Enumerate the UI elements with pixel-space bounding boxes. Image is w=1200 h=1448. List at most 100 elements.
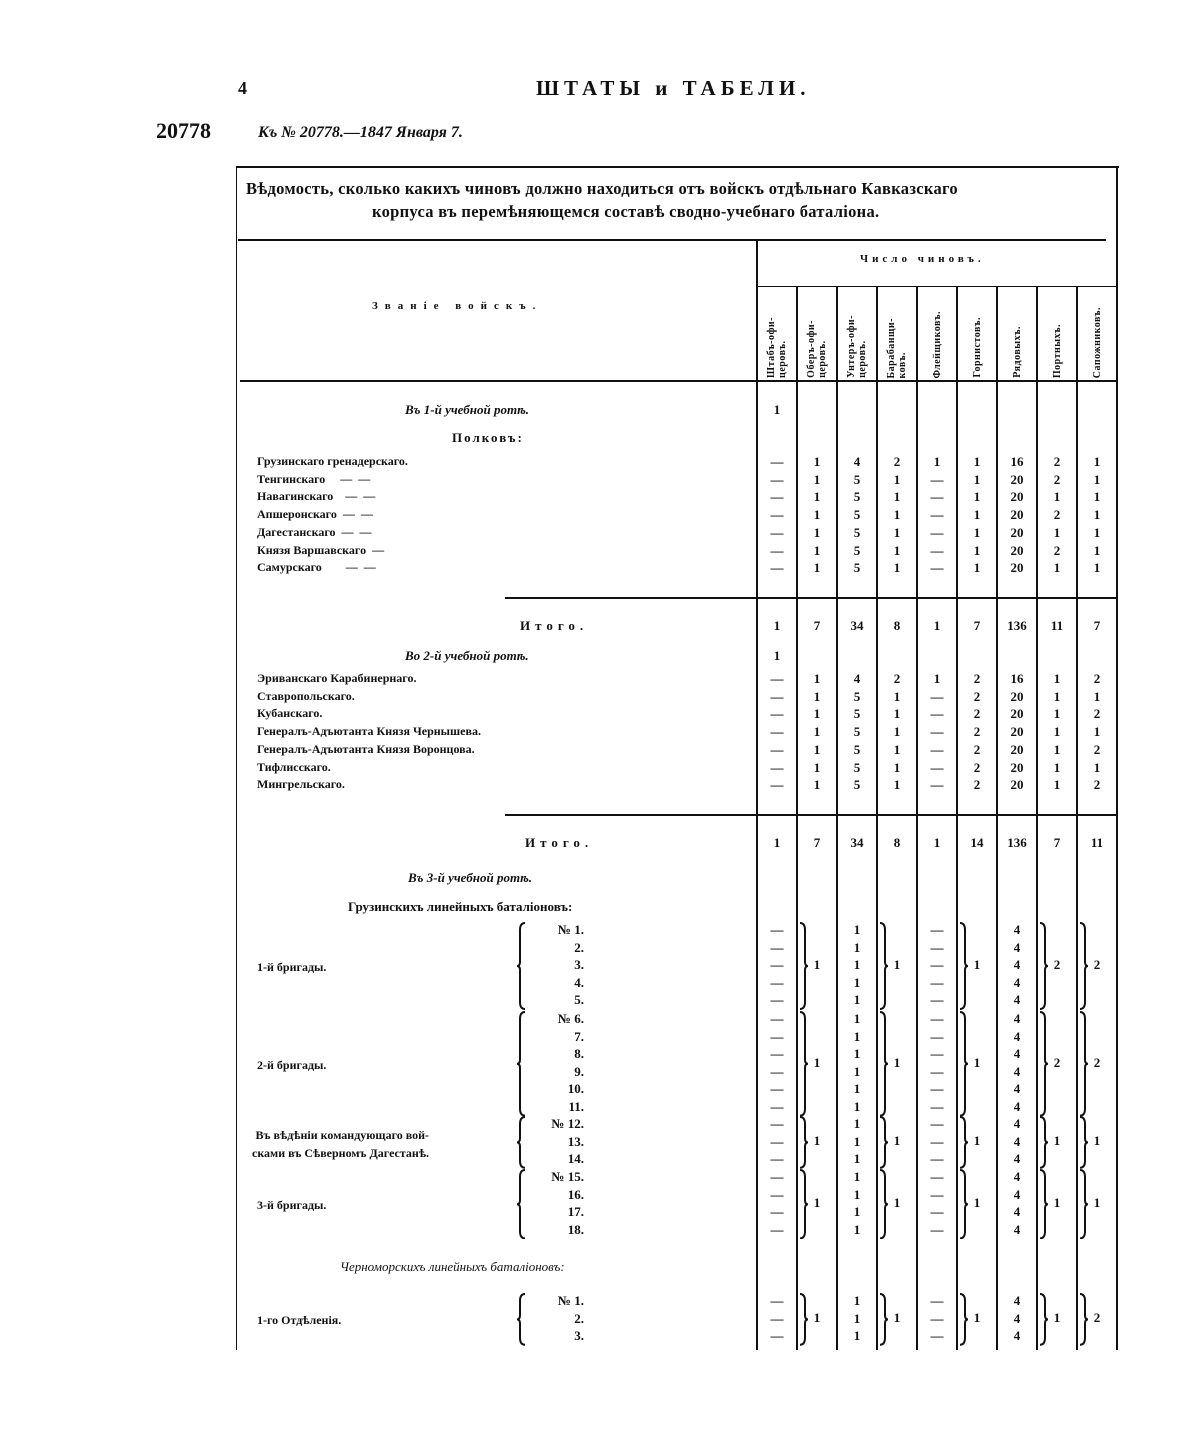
table-cell: 1: [893, 524, 901, 540]
total-cell: 1: [773, 618, 781, 633]
table-cell: 5: [853, 524, 861, 540]
table-cell: 1: [893, 741, 901, 757]
battalion-number: 18.: [567, 1221, 584, 1237]
row-name: Грузинскаго гренадерскаго.: [257, 454, 408, 468]
battalion-number: № 1.: [557, 922, 584, 937]
left-brace-icon: [516, 1169, 526, 1240]
left-brace-icon: [516, 1011, 526, 1117]
table-cell: —: [930, 688, 944, 704]
table-cell: —: [770, 706, 784, 722]
table-cell: 5: [853, 507, 861, 523]
row-name: Мингрельскаго.: [257, 777, 345, 792]
table-cell: 4: [1013, 1099, 1021, 1114]
table-cell: 1: [853, 1081, 861, 1097]
table-cell: —: [770, 560, 784, 576]
row-name: Ставропольскаго.: [257, 688, 355, 703]
table-cell: 1: [973, 489, 981, 505]
table-cell: —: [930, 1133, 944, 1149]
table-cell: 1: [1053, 489, 1061, 505]
column-divider: [836, 287, 838, 1350]
table-cell: 1: [933, 671, 941, 686]
right-brace-icon: [1079, 922, 1089, 1010]
total-cell: 1: [933, 835, 941, 850]
table-cell: 4: [853, 454, 861, 469]
row-name: Навагинскаго — —: [257, 489, 376, 504]
table-cell: 1: [853, 1186, 861, 1202]
column-divider: [796, 287, 798, 1350]
table-cell: —: [930, 560, 944, 576]
right-brace-icon: [799, 1293, 809, 1346]
column-header-label: Штабъ-офи- церовъ.: [766, 317, 788, 378]
right-brace-icon: [1079, 1293, 1089, 1346]
table-cell: —: [930, 724, 944, 740]
right-brace-icon: [879, 1293, 889, 1346]
table-cell: 1: [973, 507, 981, 523]
table-cell: 1: [1093, 688, 1101, 704]
grouped-cell: 2: [1093, 957, 1101, 972]
table-cell: —: [770, 1028, 784, 1044]
table-cell: 1: [893, 706, 901, 722]
table-cell: —: [770, 992, 784, 1008]
table-cell: 1: [813, 489, 821, 505]
table-cell: —: [930, 471, 944, 487]
table-cell: —: [930, 1011, 944, 1026]
table-cell: —: [770, 524, 784, 540]
table-cell: —: [770, 724, 784, 740]
grouped-cell: 1: [1053, 1133, 1061, 1149]
battalion-number: 14.: [567, 1151, 584, 1167]
battalion-number: 8.: [574, 1046, 584, 1062]
total-cell: 7: [1053, 835, 1061, 850]
table-cell: 1: [1093, 759, 1101, 775]
right-brace-icon: [799, 1116, 809, 1169]
table-cell: 1: [973, 471, 981, 487]
column-divider: [996, 287, 998, 1350]
table-cell: 4: [1013, 1186, 1021, 1202]
grouped-cell: 1: [893, 1054, 901, 1070]
table-cell: 1: [853, 1046, 861, 1062]
table-cell: 1: [853, 1328, 861, 1344]
total-cell: 11: [1090, 835, 1104, 850]
heading-value: 1: [773, 648, 781, 663]
column-header: Штабъ-офи- церовъ.: [757, 290, 797, 378]
running-title: ШТАТЫ и ТАБЕЛИ.: [536, 76, 811, 100]
table-cell: 20: [1010, 542, 1024, 558]
table-cell: 5: [853, 542, 861, 558]
table-cell: 1: [853, 1310, 861, 1326]
name-column-header: Званіе войскъ.: [372, 300, 543, 312]
table-cell: 16: [1010, 671, 1024, 686]
grouped-cell: 1: [1093, 1195, 1101, 1211]
table-cell: 1: [853, 922, 861, 937]
table-cell: 5: [853, 706, 861, 722]
table-cell: —: [930, 1151, 944, 1167]
battalion-number: 17.: [567, 1204, 584, 1220]
table-cell: —: [770, 454, 784, 469]
table-cell: 4: [1013, 1328, 1021, 1344]
table-cell: 1: [813, 542, 821, 558]
table-cell: 1: [893, 724, 901, 740]
table-cell: 1: [1053, 671, 1061, 686]
group-label: 1-го Отдѣленія.: [257, 1313, 342, 1328]
total-cell: 11: [1050, 618, 1064, 633]
column-header-label: Барабанщи- ковъ.: [886, 317, 908, 378]
section-heading: Въ 3-й учебной ротѣ.: [408, 870, 532, 885]
battalion-number: № 12.: [551, 1116, 584, 1131]
table-cell: —: [930, 1169, 944, 1184]
table-cell: 1: [813, 671, 821, 686]
table-cell: —: [770, 1063, 784, 1079]
table-cell: —: [930, 1046, 944, 1062]
grouped-cell: 1: [893, 1310, 901, 1326]
table-cell: 2: [1093, 671, 1101, 686]
table-cell: 5: [853, 759, 861, 775]
table-cell: 2: [1053, 454, 1061, 469]
table-cell: 1: [813, 454, 821, 469]
column-divider: [956, 287, 958, 1350]
table-cell: —: [770, 1011, 784, 1026]
table-cell: 1: [813, 688, 821, 704]
column-header-label: Оберъ-офи- церовъ.: [806, 320, 828, 378]
table-cell: 1: [1093, 542, 1101, 558]
table-cell: 4: [1013, 1310, 1021, 1326]
header-bottom-border: [240, 380, 1118, 382]
column-divider: [1076, 287, 1078, 1350]
table-cell: 4: [1013, 1116, 1021, 1131]
column-header-label: Сапожниковъ.: [1091, 306, 1103, 378]
